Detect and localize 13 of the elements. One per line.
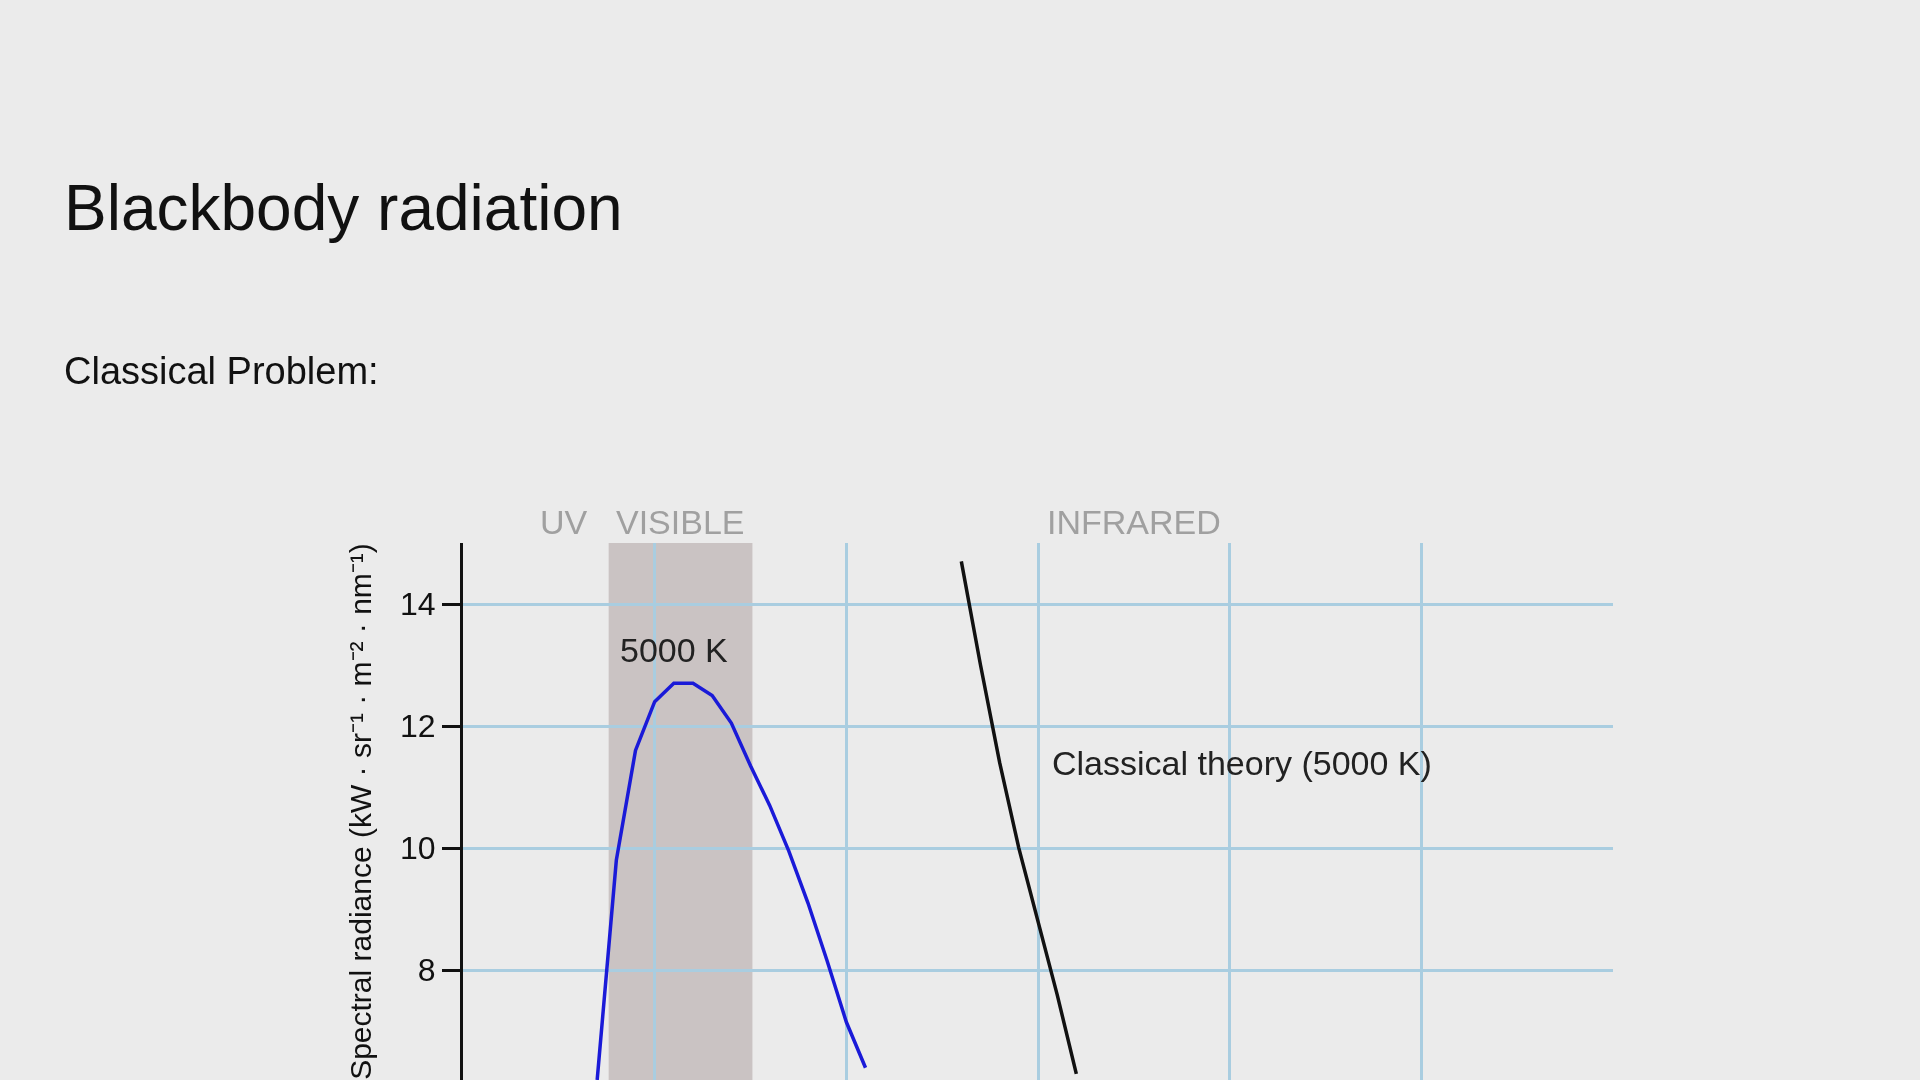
series-label: Classical theory (5000 K): [1052, 744, 1432, 782]
y-tick-label: 10: [400, 830, 436, 867]
text: UV: [540, 503, 588, 541]
y-tick-label: 12: [400, 708, 436, 745]
text: INFRARED: [1047, 503, 1221, 541]
line-series: [595, 681, 868, 1080]
y-tick-label: 14: [400, 586, 436, 623]
series-label: 5000 K: [620, 631, 729, 669]
chart-subtitle: Classical Problem:: [64, 350, 379, 392]
y-tick-label: 8: [417, 952, 436, 989]
chart-title: Blackbody radiation: [64, 172, 623, 244]
text: VISIBLE: [616, 503, 745, 541]
y-axis-title: Spectral radiance (kW · sr⁻¹ · m⁻² · nm⁻¹): [344, 543, 378, 1080]
